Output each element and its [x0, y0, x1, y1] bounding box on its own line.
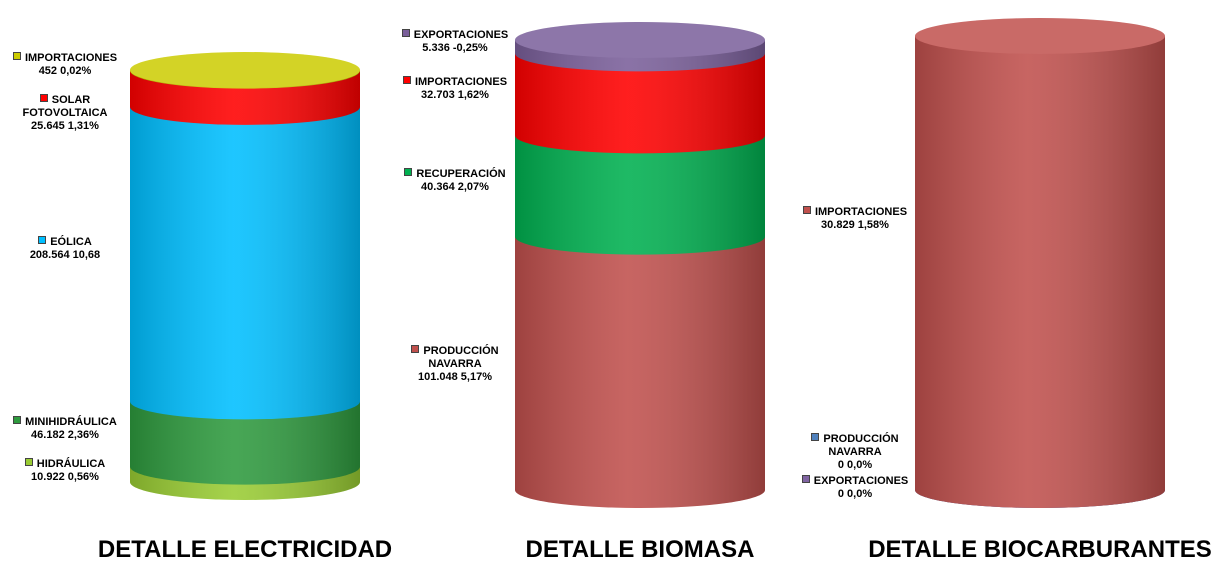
legend-marker: [404, 167, 413, 176]
series-name: PRODUCCIÓN NAVARRA: [423, 345, 499, 371]
cylinder-shade: [130, 70, 360, 500]
cylinder-top-shine: [130, 52, 360, 88]
legend-label: IMPORTACIONES 32.703 1,62%: [395, 76, 515, 102]
series-name: SOLAR FOTOVOLTAICA: [22, 94, 108, 120]
cylinder-top-shine: [915, 18, 1165, 54]
series-name: EXPORTACIONES: [413, 28, 509, 41]
legend-label: MINIHIDRÁULICA 46.182 2,36%: [5, 415, 125, 442]
value-label: 101.048 5,17%: [417, 371, 492, 384]
value-label: 0 0,0%: [837, 459, 873, 471]
legend-label: IMPORTACIONES 30.829 1,58%: [795, 206, 915, 232]
series-name: RECUPERACIÓN: [416, 167, 506, 180]
legend-label: EXPORTACIONES 0 0,0%: [795, 475, 915, 501]
legend-marker: [12, 52, 21, 61]
legend-label: HIDRÁULICA 10.922 0,56%: [5, 457, 125, 484]
value-label: 208.564 10,68: [29, 249, 101, 262]
legend-label: PRODUCCIÓN NAVARRA 0 0,0%: [795, 433, 915, 472]
legend-marker: [811, 433, 820, 441]
chart-title: DETALLE BIOCARBURANTES: [868, 536, 1212, 563]
series-name: IMPORTACIONES: [414, 76, 508, 89]
legend-marker: [411, 345, 420, 354]
cylinder-top: [515, 22, 765, 58]
cylinder-top-shine: [515, 22, 765, 58]
value-label: 30.829 1,58%: [821, 219, 889, 231]
cylinder-shade: [515, 40, 765, 508]
legend-label: EÓLICA 208.564 10,68: [5, 236, 125, 262]
value-label: 10.922 0,56%: [31, 470, 99, 483]
value-label: 25.645 1,31%: [31, 120, 99, 133]
legend-marker: [401, 28, 410, 37]
legend-label: RECUPERACIÓN 40.364 2,07%: [395, 167, 515, 194]
legend-label: EXPORTACIONES 5.336 -0,25%: [395, 28, 515, 55]
legend-label: IMPORTACIONES 452 0,02%: [5, 52, 125, 78]
value-label: 32.703 1,62%: [421, 89, 489, 102]
cylinder-top: [130, 52, 360, 88]
series-name: IMPORTACIONES: [814, 206, 908, 218]
value-label: 5.336 -0,25%: [422, 41, 488, 54]
value-label: 40.364 2,07%: [421, 180, 489, 193]
series-name: HIDRÁULICA: [36, 457, 106, 470]
legend-marker: [402, 76, 411, 85]
value-label: 46.182 2,36%: [31, 428, 99, 441]
legend-label: SOLAR FOTOVOLTAICA 25.645 1,31%: [5, 94, 125, 133]
legend-label: PRODUCCIÓN NAVARRA 101.048 5,17%: [395, 345, 515, 384]
series-name: EÓLICA: [50, 236, 92, 249]
series-name: MINIHIDRÁULICA: [25, 415, 117, 428]
value-label: 452 0,02%: [38, 65, 92, 78]
series-name: EXPORTACIONES: [813, 475, 909, 487]
legend-marker: [39, 94, 48, 103]
cylinder-shade: [915, 36, 1165, 508]
series-name: PRODUCCIÓN NAVARRA: [823, 433, 899, 458]
chart-title: DETALLE ELECTRICIDAD: [97, 536, 393, 563]
legend-marker: [13, 415, 22, 424]
legend-marker: [802, 206, 811, 214]
legend-marker: [38, 236, 47, 245]
value-label: 0 0,0%: [837, 488, 873, 500]
chart-title: DETALLE BIOMASA: [525, 536, 755, 563]
series-name: IMPORTACIONES: [24, 52, 118, 65]
legend-marker: [24, 457, 33, 466]
cylinder-top: [915, 18, 1165, 54]
legend-marker: [801, 475, 810, 483]
